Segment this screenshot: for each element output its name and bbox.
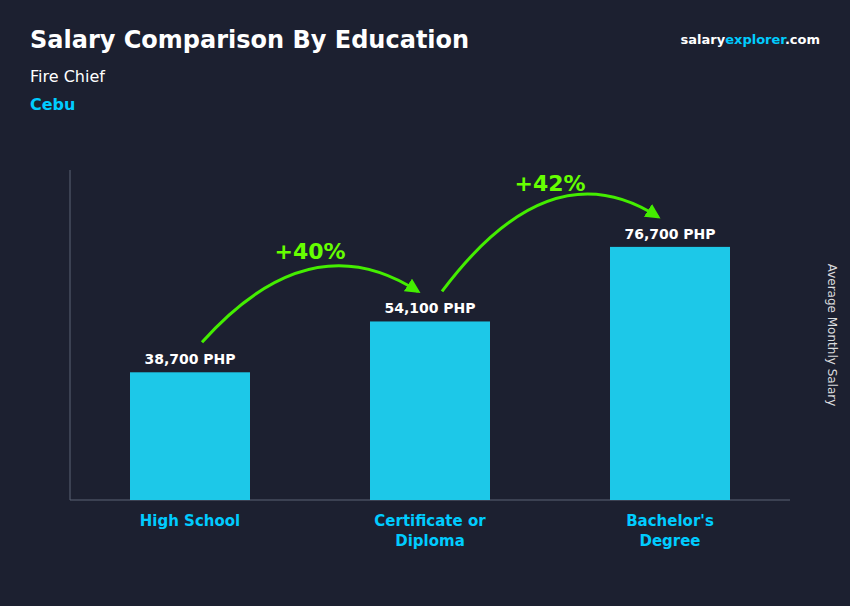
y-axis-label: Average Monthly Salary: [825, 264, 839, 407]
background: [0, 0, 850, 606]
bar: [370, 321, 490, 500]
data-label: 76,700 PHP: [624, 226, 715, 242]
x-tick-label-line: Certificate or: [374, 512, 486, 530]
data-label: 54,100 PHP: [384, 300, 475, 316]
x-tick-label: High School: [140, 512, 240, 530]
x-tick-label-line: Bachelor's: [626, 512, 714, 530]
change-arrow: [202, 266, 418, 342]
data-label: 38,700 PHP: [144, 351, 235, 367]
change-label: +40%: [274, 239, 345, 264]
x-tick-label-line: High School: [140, 512, 240, 530]
x-tick-label: Bachelor's Degree: [626, 512, 714, 550]
watermark-part: .com: [785, 32, 820, 47]
change-arrow: [442, 194, 658, 291]
chart-svg: Salary Comparison By Education Fire Chief…: [0, 0, 850, 606]
bar: [130, 372, 250, 500]
x-tick-label: Certificate or Diploma: [374, 512, 486, 550]
subtitle: Cebu: [30, 95, 75, 114]
change-label: +42%: [514, 171, 585, 196]
bars: [130, 247, 730, 500]
watermark-part: salary: [681, 32, 726, 47]
watermark-part: explorer: [725, 32, 787, 47]
y-axis-line: [70, 170, 71, 500]
watermark: salaryexplorer.com: [681, 32, 820, 47]
x-tick-label-line: Degree: [639, 532, 700, 550]
x-tick-label-line: Diploma: [395, 532, 465, 550]
bar: [610, 247, 730, 500]
title: Salary Comparison By Education: [30, 26, 469, 54]
subtitle: Fire Chief: [30, 67, 105, 86]
chart-container: Salary Comparison By Education Fire Chief…: [0, 0, 850, 606]
